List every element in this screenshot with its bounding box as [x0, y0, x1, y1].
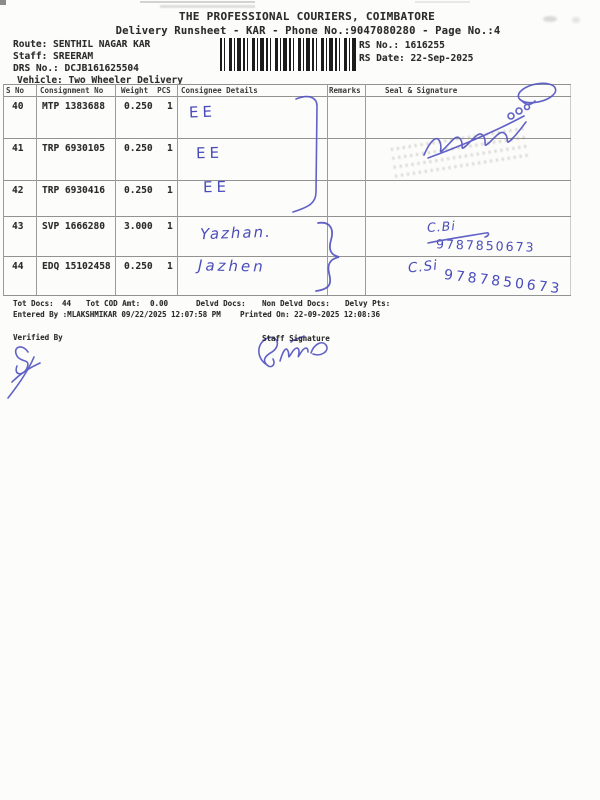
entered-by-line: Entered By :MLAKSHMIKAR 09/22/2025 12:07…: [13, 310, 221, 319]
tot-cod-value: 0.00: [150, 299, 169, 308]
drs-no-line: DRS No.: DCJB161625504: [13, 63, 139, 74]
non-delvd-docs-label: Non Delvd Docs:: [262, 299, 330, 308]
row-consignment: SVP 1666280: [42, 221, 105, 232]
table-row: 44 EDQ 15102458 0.250 1: [3, 256, 571, 295]
verified-signature-stroke: [14, 346, 29, 375]
row-consignment: TRP 6930105: [42, 143, 105, 154]
staff-signature-label: Staff Signature: [262, 334, 330, 343]
scan-artifact-streak: [415, 1, 470, 3]
row-weight: 0.250: [124, 261, 153, 272]
table-row: 41 TRP 6930105 0.250 1: [3, 138, 571, 180]
handwriting-consignee-row40: EE: [188, 102, 217, 122]
staff-signature-stroke: [310, 342, 328, 356]
handwriting-consignee-row41: EE: [195, 143, 224, 163]
handwriting-seal-name-row43: C.Bi: [426, 218, 457, 235]
scan-artifact-smudge: [572, 17, 580, 23]
handwriting-seal-name-row44: C.Si: [407, 257, 439, 277]
header-remarks: Remarks: [329, 86, 361, 95]
table-row: 43 SVP 1666280 3.000 1: [3, 216, 571, 256]
header-consignment: Consignment No: [40, 86, 104, 95]
document-title: THE PROFESSIONAL COURIERS, COIMBATORE: [178, 10, 436, 23]
row-weight: 0.250: [124, 185, 153, 196]
row-sno: 41: [12, 143, 24, 154]
rs-no-line: RS No.: 1616255: [359, 40, 445, 51]
table-row: 40 MTP 1383688 0.250 1: [3, 96, 571, 138]
verified-signature-stroke: [7, 356, 35, 399]
row-pcs: 1: [167, 143, 173, 154]
row-consignment: MTP 1383688: [42, 101, 105, 112]
header-weight-pcs: Weight PCS: [121, 86, 171, 95]
scan-artifact-streak: [160, 5, 255, 8]
row-sno: 43: [12, 221, 24, 232]
verified-signature-stroke: [11, 362, 41, 383]
route-line: Route: SENTHIL NAGAR KAR: [13, 39, 151, 50]
tot-docs-value: 44: [62, 299, 72, 308]
row-sno: 42: [12, 185, 24, 196]
row-weight: 3.000: [124, 221, 153, 232]
delvd-docs-label: Delvd Docs:: [196, 299, 246, 308]
row-consignment: TRP 6930416: [42, 185, 105, 196]
table-row: 42 TRP 6930416 0.250 1: [3, 180, 571, 216]
delvy-pts-label: Delvy Pts:: [345, 299, 391, 308]
scan-artifact-streak: [140, 1, 255, 3]
rs-date-line: RS Date: 22-Sep-2025: [359, 53, 474, 64]
row-pcs: 1: [167, 261, 173, 272]
row-weight: 0.250: [124, 143, 153, 154]
handwriting-consignee-row44: Jazhen: [197, 256, 266, 276]
vehicle-line: Vehicle: Two Wheeler Delivery: [17, 75, 183, 86]
handwriting-consignee-row43: Yazhan.: [199, 222, 273, 244]
row-sno: 40: [12, 101, 24, 112]
scan-artifact-smudge: [543, 16, 557, 22]
row-pcs: 1: [167, 185, 173, 196]
staff-signature-stroke: [279, 347, 309, 362]
row-sno: 44: [12, 261, 24, 272]
document-subtitle: Delivery Runsheet - KAR - Phone No.:9047…: [115, 25, 501, 37]
row-consignment: EDQ 15102458: [42, 261, 111, 272]
handwriting-consignee-row42: EE: [202, 177, 231, 197]
consignment-table: S No Consignment No Weight PCS Consignee…: [3, 84, 571, 296]
scan-artifact-corner: [0, 0, 6, 5]
header-seal: Seal & Signature: [385, 86, 458, 95]
header-sno: S No: [6, 86, 25, 95]
printed-on-line: Printed On: 22-09-2025 12:08:36: [240, 310, 380, 319]
row-pcs: 1: [167, 221, 173, 232]
verified-by-label: Verified By: [13, 333, 63, 342]
row-pcs: 1: [167, 101, 173, 112]
header-consignee: Consignee Details: [181, 86, 258, 95]
barcode: [220, 38, 356, 71]
row-weight: 0.250: [124, 101, 153, 112]
staff-line: Staff: SREERAM: [13, 51, 94, 62]
tot-docs-label: Tot Docs:: [13, 299, 54, 308]
tot-cod-label: Tot COD Amt:: [86, 299, 141, 308]
